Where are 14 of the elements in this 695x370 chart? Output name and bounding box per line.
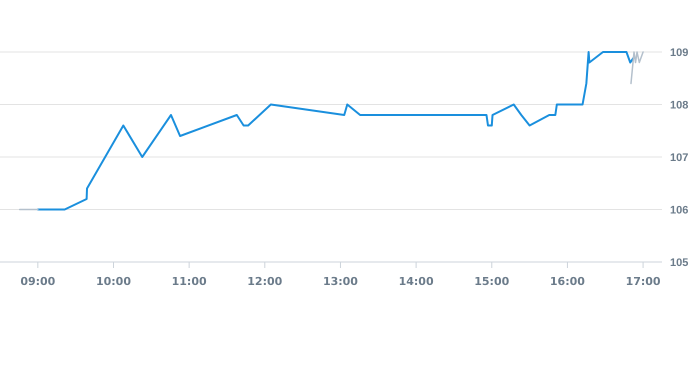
- x-tick-label: 14:00: [398, 275, 434, 288]
- x-tick-label: 17:00: [626, 275, 661, 288]
- y-tick-label: 105: [670, 257, 688, 269]
- x-tick-label: 16:00: [550, 275, 586, 288]
- y-tick-label: 107: [670, 152, 688, 164]
- y-tick-label: 106: [670, 204, 688, 216]
- x-tick-label: 10:00: [96, 275, 132, 288]
- x-tick-label: 15:00: [474, 275, 510, 288]
- x-tick-label: 13:00: [322, 275, 358, 288]
- x-tick-label: 12:00: [247, 275, 283, 288]
- y-tick-label: 109: [670, 47, 688, 59]
- x-tick-label: 11:00: [172, 275, 207, 288]
- x-tick-label: 09:00: [20, 275, 56, 288]
- y-tick-label: 108: [670, 100, 688, 112]
